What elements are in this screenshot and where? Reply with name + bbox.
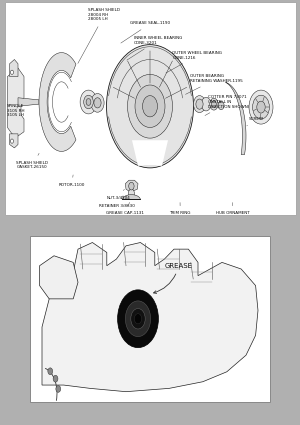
Polygon shape: [39, 53, 76, 151]
Circle shape: [128, 74, 172, 138]
Text: OUTER WHEEL BEARING
CONE-1216: OUTER WHEEL BEARING CONE-1216: [166, 51, 223, 73]
Circle shape: [253, 95, 269, 119]
Circle shape: [131, 309, 145, 329]
Text: SPLASH SHIELD
GASKET-26150: SPLASH SHIELD GASKET-26150: [16, 153, 49, 169]
Text: HUB ORNAMENT: HUB ORNAMENT: [216, 203, 250, 215]
Polygon shape: [18, 98, 39, 106]
Polygon shape: [226, 82, 246, 155]
Text: SCREW: SCREW: [247, 117, 264, 126]
Polygon shape: [10, 134, 18, 148]
Circle shape: [129, 182, 134, 190]
Bar: [4, 2, 296, 215]
Circle shape: [218, 101, 224, 110]
Circle shape: [135, 85, 165, 128]
Polygon shape: [10, 60, 18, 76]
Circle shape: [56, 385, 61, 392]
Circle shape: [91, 94, 104, 112]
Text: GREASE: GREASE: [154, 263, 193, 293]
Circle shape: [48, 368, 53, 375]
Circle shape: [94, 98, 101, 108]
Text: SPINDLE
3105 RH
3105 LH: SPINDLE 3105 RH 3105 LH: [7, 104, 24, 117]
Polygon shape: [42, 243, 258, 392]
Circle shape: [11, 70, 14, 74]
Text: GREASE SEAL-1190: GREASE SEAL-1190: [121, 21, 171, 43]
Circle shape: [11, 139, 14, 143]
Circle shape: [194, 96, 206, 113]
Text: RETAINER 3/8630: RETAINER 3/8630: [99, 196, 135, 208]
Circle shape: [128, 189, 134, 198]
Text: NUT-3/4104: NUT-3/4104: [106, 189, 130, 200]
Circle shape: [80, 90, 97, 114]
Circle shape: [196, 99, 203, 109]
Circle shape: [210, 98, 218, 110]
Circle shape: [86, 99, 91, 105]
Text: COTTER PIN 73071
(INSTALL IN
DIRECTION SHOWN): COTTER PIN 73071 (INSTALL IN DIRECTION S…: [205, 95, 250, 116]
Circle shape: [106, 45, 194, 168]
Polygon shape: [132, 140, 168, 166]
Polygon shape: [8, 68, 24, 136]
Text: SPLASH SHIELD
28004 RH
28005 LH: SPLASH SHIELD 28004 RH 28005 LH: [78, 8, 121, 63]
Circle shape: [257, 101, 265, 113]
Circle shape: [134, 314, 142, 324]
Circle shape: [142, 96, 158, 117]
Text: GREASE CAP-1131: GREASE CAP-1131: [106, 202, 144, 215]
Circle shape: [125, 301, 151, 337]
Polygon shape: [122, 195, 140, 200]
Bar: [30, 236, 270, 402]
Circle shape: [53, 375, 58, 382]
Circle shape: [249, 90, 273, 124]
Text: ROTOR-1100: ROTOR-1100: [58, 175, 85, 187]
Text: TRIM RING: TRIM RING: [169, 203, 191, 215]
Polygon shape: [40, 256, 78, 299]
Text: OUTER BEARING
RETAINING WASHER-1195: OUTER BEARING RETAINING WASHER-1195: [185, 74, 243, 94]
Polygon shape: [125, 180, 138, 192]
Circle shape: [212, 101, 216, 108]
Circle shape: [84, 95, 93, 109]
Text: INNER WHEEL BEARING
CONE-3201: INNER WHEEL BEARING CONE-3201: [127, 36, 182, 60]
Circle shape: [118, 290, 158, 348]
Circle shape: [201, 97, 211, 111]
